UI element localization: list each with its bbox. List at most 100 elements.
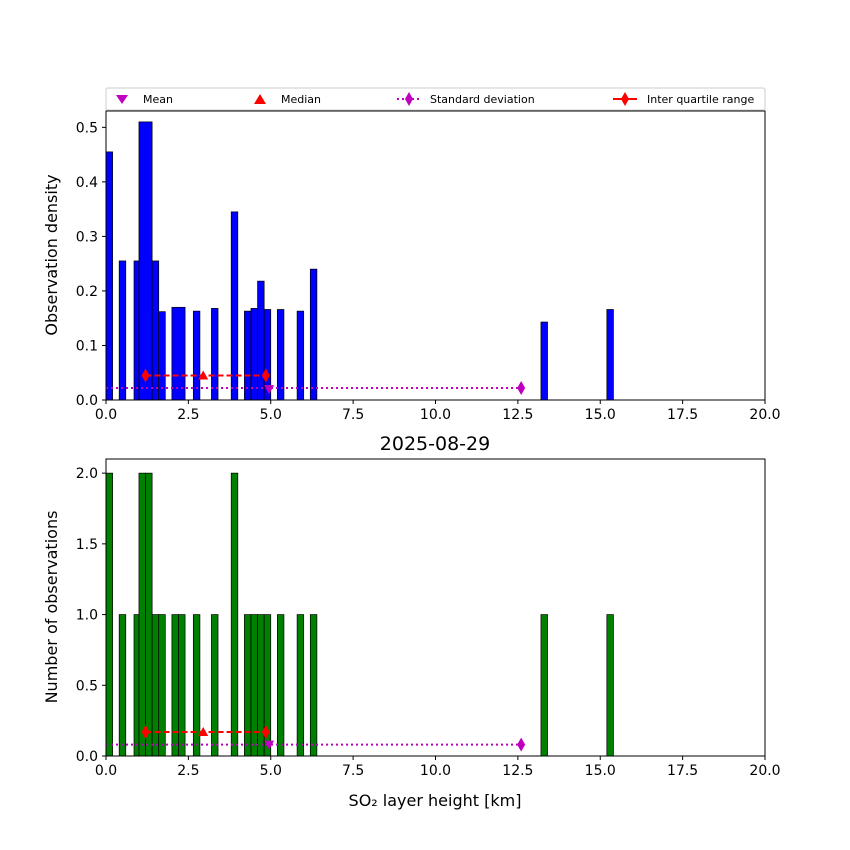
count-axes-frame: [105, 458, 766, 757]
density-x-tick-label: 15.0: [585, 407, 616, 423]
count-iqr-marker: [141, 724, 150, 739]
density-bar: [171, 306, 186, 401]
count-bar: [171, 614, 179, 757]
density-y-tick-label: 0.1: [76, 338, 98, 354]
count-bar: [244, 614, 252, 757]
density-x-tick-label: 2.5: [177, 407, 199, 423]
count-bar: [105, 472, 113, 757]
density-bar: [606, 309, 614, 401]
count-y-axis-label: Number of observations: [42, 511, 61, 704]
count-bar: [230, 472, 239, 757]
count-bar: [138, 472, 146, 757]
density-x-tick-label: 12.5: [502, 407, 533, 423]
count-x-tick-label: 2.5: [177, 763, 199, 779]
legend-mean-label: Mean: [143, 93, 173, 106]
count-y-ticks: 0.0 0.5 1.0 1.5 2.0: [76, 466, 106, 765]
count-x-tick-label: 15.0: [585, 763, 616, 779]
std-legend-marker: [405, 92, 413, 106]
density-bar: [211, 308, 219, 401]
legend-iqr-label: Inter quartile range: [647, 93, 754, 106]
density-y-tick-label: 0.3: [76, 229, 98, 245]
density-x-tick-label: 10.0: [420, 407, 451, 423]
count-bar: [250, 614, 258, 757]
median-legend-marker: [254, 94, 266, 104]
density-bar: [138, 121, 153, 401]
count-y-tick-label: 2.0: [76, 466, 98, 482]
count-bar: [276, 614, 285, 757]
density-y-tick-label: 0.0: [76, 393, 98, 409]
count-iqr-marker: [261, 724, 270, 739]
legend: Mean Median Standard deviation Inter qua…: [105, 87, 766, 111]
count-stats: [106, 724, 526, 752]
density-bars: [105, 121, 614, 401]
count-y-tick-label: 1.0: [76, 608, 98, 624]
density-median-marker: [198, 370, 209, 380]
count-bar: [211, 614, 219, 757]
count-panel: 2025-08-29 0.0 2.5 5.0 7.5 10.0 12.5 15.0 17.5 2…: [42, 433, 781, 810]
count-x-tick-label: 0.0: [95, 763, 117, 779]
count-x-tick-label: 5.0: [260, 763, 282, 779]
count-bar: [133, 614, 140, 757]
count-bar: [606, 614, 614, 757]
density-std-marker: [517, 381, 526, 396]
legend-std-label: Standard deviation: [430, 93, 535, 106]
count-x-ticks: 0.0 2.5 5.0 7.5 10.0 12.5 15.0 17.5 20.0: [95, 756, 781, 779]
density-panel: 0.0 2.5 5.0 7.5 10.0 12.5 15.0 17.5 20.0 0.00.10…: [42, 110, 781, 423]
density-x-tick-label: 0.0: [95, 407, 117, 423]
count-bar: [540, 614, 548, 757]
density-bar: [158, 311, 166, 401]
count-bar: [178, 614, 186, 757]
density-bar: [257, 280, 265, 401]
density-x-ticks: 0.0 2.5 5.0 7.5 10.0 12.5 15.0 17.5 20.0: [95, 400, 781, 423]
density-bar: [192, 310, 201, 401]
density-bar: [105, 151, 113, 401]
count-y-tick-label: 1.5: [76, 537, 98, 553]
count-bar: [151, 614, 160, 757]
count-bar: [158, 614, 166, 757]
density-x-tick-label: 5.0: [260, 407, 282, 423]
density-y-tick-label: 0.2: [76, 284, 98, 300]
count-std-marker: [517, 737, 526, 752]
density-x-tick-label: 20.0: [749, 407, 780, 423]
count-y-tick-label: 0.5: [76, 678, 98, 694]
count-x-tick-label: 10.0: [420, 763, 451, 779]
count-x-tick-label: 17.5: [667, 763, 698, 779]
count-x-tick-label: 7.5: [342, 763, 364, 779]
density-mean-marker: [264, 385, 275, 395]
density-y-tick-label: 0.4: [76, 175, 98, 191]
count-bars: [105, 472, 614, 757]
density-bar: [133, 260, 140, 401]
density-axes-frame: [105, 110, 766, 401]
count-x-tick-label: 20.0: [749, 763, 780, 779]
legend-median-label: Median: [281, 93, 321, 106]
count-bar: [296, 614, 305, 757]
count-bar: [309, 614, 318, 757]
density-x-tick-label: 17.5: [667, 407, 698, 423]
density-stats: [106, 368, 526, 396]
density-iqr-marker: [141, 368, 150, 383]
density-bar: [276, 309, 285, 401]
count-bar: [257, 614, 265, 757]
count-x-tick-label: 12.5: [502, 763, 533, 779]
count-bar: [145, 472, 153, 757]
density-y-tick-label: 0.5: [76, 120, 98, 136]
iqr-legend-marker: [621, 92, 629, 106]
density-bar: [309, 268, 318, 401]
density-bar: [244, 310, 252, 401]
density-x-tick-label: 7.5: [342, 407, 364, 423]
count-y-tick-label: 0.0: [76, 749, 98, 765]
density-iqr-marker: [261, 368, 270, 383]
count-median-marker: [198, 726, 209, 736]
count-mean-marker: [264, 740, 275, 750]
density-bar: [250, 308, 258, 401]
density-y-axis-label: Observation density: [42, 174, 61, 335]
legend-frame: [105, 87, 766, 111]
density-bar: [118, 260, 127, 401]
density-bar: [296, 310, 305, 401]
density-bar: [151, 260, 160, 401]
count-bar: [118, 614, 127, 757]
mean-legend-marker: [116, 95, 128, 104]
density-y-ticks: 0.0 0.1 0.2 0.3 0.4 0.5: [76, 120, 106, 409]
count-x-axis-label: SO₂ layer height [km]: [349, 791, 522, 810]
